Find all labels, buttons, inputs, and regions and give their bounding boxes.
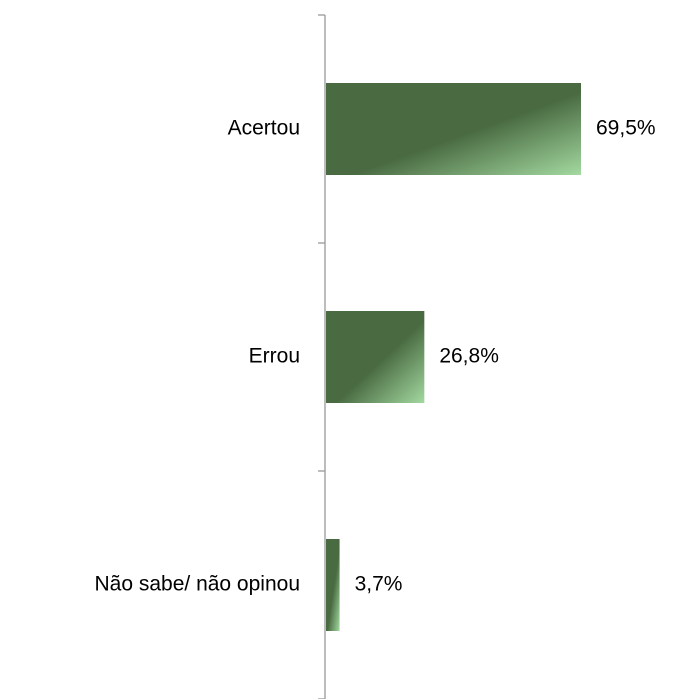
bar bbox=[326, 539, 340, 631]
category-label: Acertou bbox=[228, 117, 300, 140]
category-label: Errou bbox=[249, 345, 300, 368]
value-label: 26,8% bbox=[439, 345, 499, 368]
value-label: 69,5% bbox=[596, 117, 656, 140]
bar bbox=[326, 83, 581, 175]
bar bbox=[326, 311, 425, 403]
category-label: Não sabe/ não opinou bbox=[95, 573, 301, 596]
value-label: 3,7% bbox=[355, 573, 403, 596]
